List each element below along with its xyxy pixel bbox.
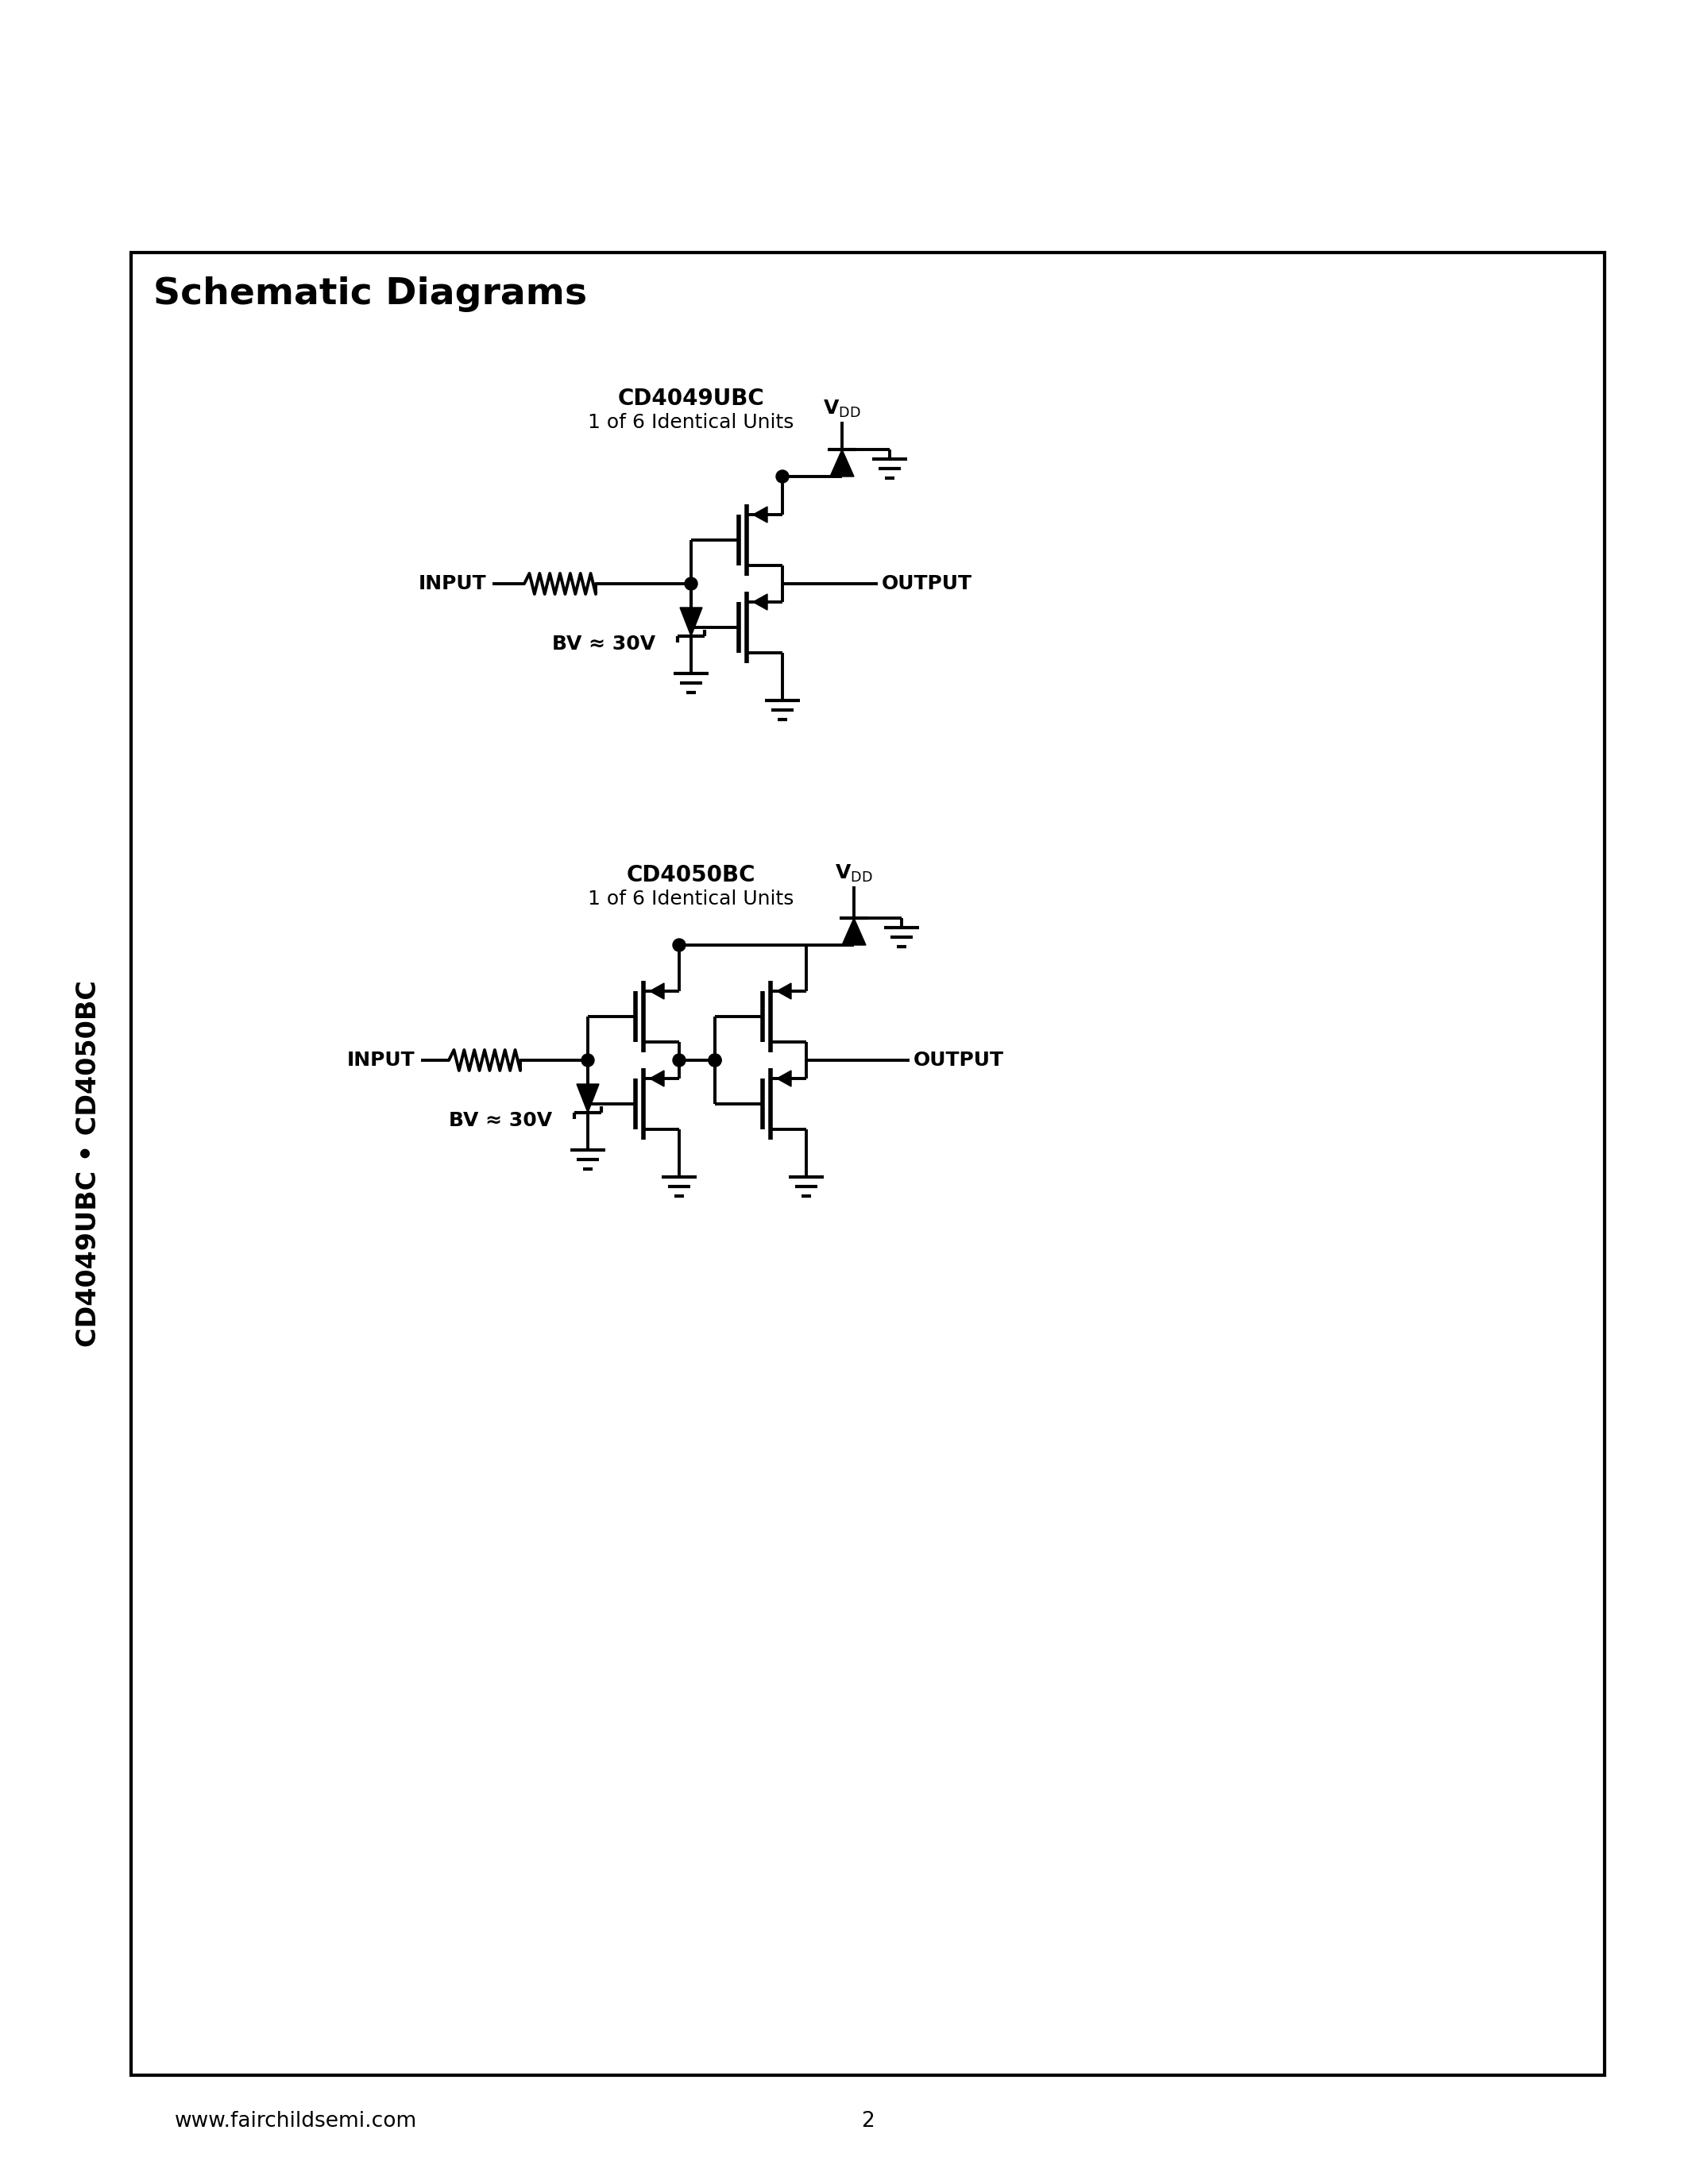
Circle shape [674, 1055, 685, 1066]
Text: CD4049UBC: CD4049UBC [618, 387, 765, 411]
Text: Schematic Diagrams: Schematic Diagrams [154, 275, 587, 312]
Circle shape [709, 1055, 721, 1066]
Circle shape [776, 470, 788, 483]
Text: 1 of 6 Identical Units: 1 of 6 Identical Units [587, 889, 793, 909]
Text: CD4050BC: CD4050BC [626, 865, 756, 887]
Polygon shape [830, 450, 854, 476]
Text: BV ≈ 30V: BV ≈ 30V [449, 1112, 552, 1129]
Text: INPUT: INPUT [346, 1051, 415, 1070]
Polygon shape [577, 1083, 599, 1112]
Polygon shape [842, 917, 866, 946]
Polygon shape [753, 507, 768, 522]
Text: OUTPUT: OUTPUT [913, 1051, 1004, 1070]
Text: BV ≈ 30V: BV ≈ 30V [552, 636, 655, 653]
Text: CD4049UBC • CD4050BC: CD4049UBC • CD4050BC [76, 981, 101, 1348]
Bar [132, 253, 1605, 2075]
Polygon shape [680, 607, 702, 636]
Circle shape [709, 1055, 721, 1066]
Polygon shape [650, 1070, 663, 1085]
Text: INPUT: INPUT [419, 574, 486, 594]
Polygon shape [753, 594, 768, 609]
Text: V$_{\rm DD}$: V$_{\rm DD}$ [824, 397, 861, 419]
Text: 2: 2 [861, 2112, 874, 2132]
Circle shape [674, 939, 685, 952]
Circle shape [685, 577, 697, 590]
Text: OUTPUT: OUTPUT [881, 574, 972, 594]
Polygon shape [776, 1070, 792, 1085]
Polygon shape [650, 983, 663, 998]
Text: 1 of 6 Identical Units: 1 of 6 Identical Units [587, 413, 793, 432]
Text: www.fairchildsemi.com: www.fairchildsemi.com [176, 2112, 417, 2132]
Circle shape [581, 1055, 594, 1066]
Polygon shape [776, 983, 792, 998]
Text: V$_{\rm DD}$: V$_{\rm DD}$ [836, 863, 873, 885]
